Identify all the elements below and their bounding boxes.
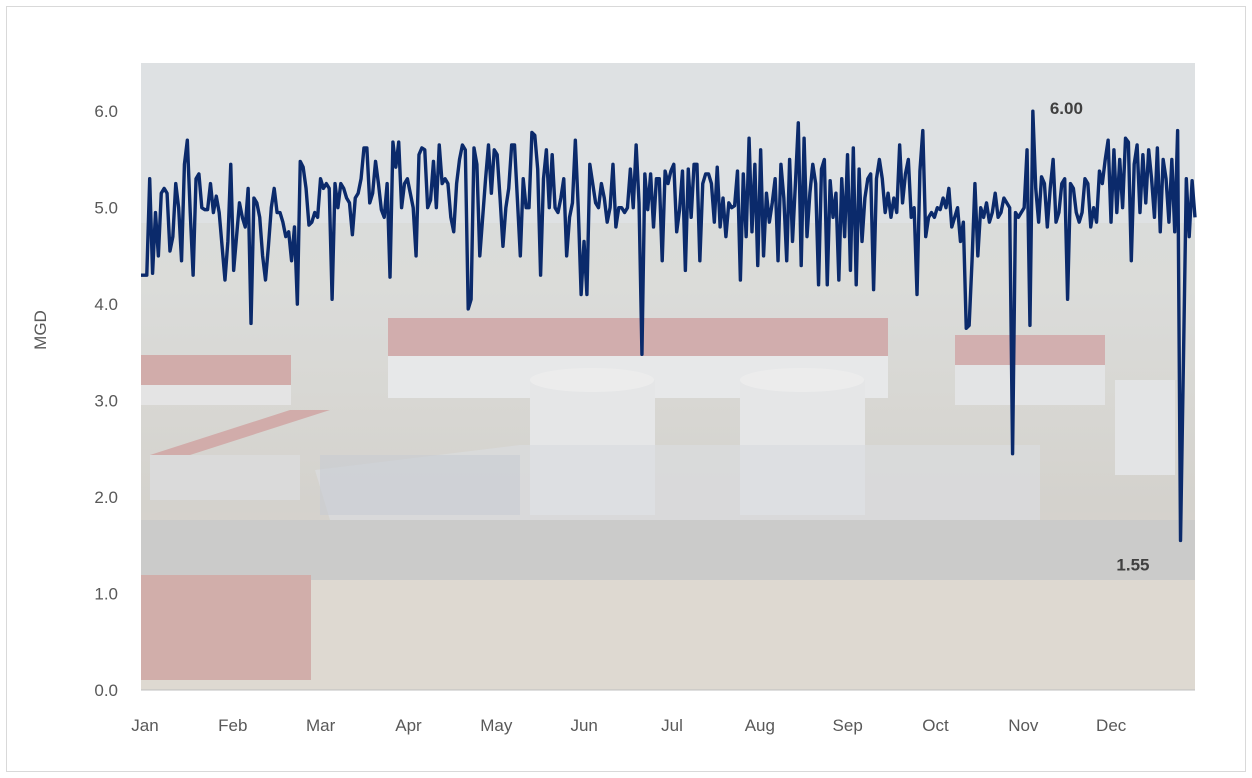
x-tick-label: Feb xyxy=(218,716,247,735)
x-tick-label: May xyxy=(480,716,513,735)
y-tick-label: 0.0 xyxy=(94,681,118,700)
x-tick-label: Oct xyxy=(922,716,949,735)
x-tick-label: Jun xyxy=(570,716,597,735)
data-label-annotation: 6.00 xyxy=(1050,99,1083,118)
y-axis: 0.0 1.0 2.0 3.0 4.0 5.0 6.0 xyxy=(94,102,118,700)
x-tick-label: Nov xyxy=(1008,716,1039,735)
x-tick-label: Aug xyxy=(745,716,775,735)
x-tick-label: Dec xyxy=(1096,716,1127,735)
x-axis-ticks: Jan Feb Mar Apr May Jun Jul Aug Sep Oct Nov Dec xyxy=(131,716,1126,735)
plant-photo-background xyxy=(141,63,1195,690)
x-tick-label: Jan xyxy=(131,716,158,735)
y-tick-label: 6.0 xyxy=(94,102,118,121)
x-tick-label: Sep xyxy=(833,716,863,735)
y-tick-label: 2.0 xyxy=(94,488,118,507)
y-axis-label: MGD xyxy=(31,310,50,350)
data-label-annotation: 1.55 xyxy=(1116,555,1149,574)
y-tick-label: 1.0 xyxy=(94,585,118,604)
y-tick-label: 4.0 xyxy=(94,295,118,314)
y-tick-label: 5.0 xyxy=(94,199,118,218)
series-line-flow xyxy=(141,109,1197,543)
annotations: 6.00 1.55 xyxy=(1050,99,1150,574)
y-tick-label: 3.0 xyxy=(94,392,118,411)
x-tick-label: Jul xyxy=(661,716,683,735)
x-tick-label: Mar xyxy=(306,716,336,735)
x-tick-label: Apr xyxy=(395,716,422,735)
